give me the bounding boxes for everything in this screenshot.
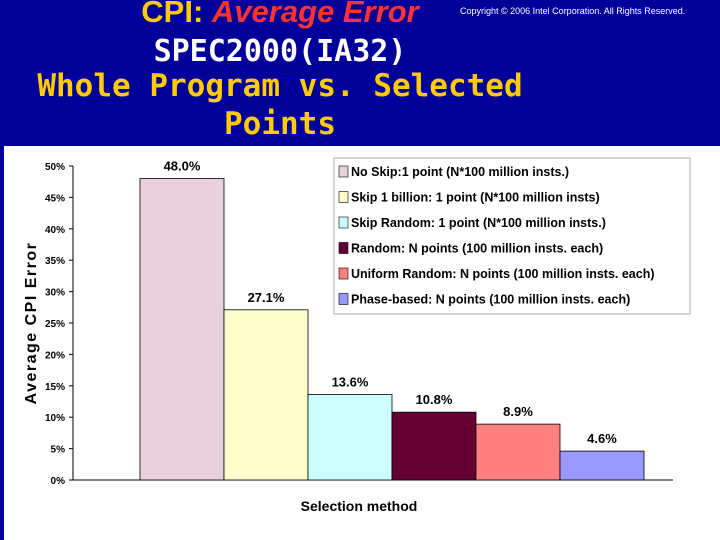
legend-swatch <box>338 216 349 229</box>
slide-title: CPI: Average Error <box>0 0 640 30</box>
bar <box>307 394 393 481</box>
legend-entry: Phase-based: N points (100 million insts… <box>351 293 630 307</box>
y-tick-label: 50% <box>45 162 65 173</box>
bar-chart: 0% 5% 10% 15% 20% 25% 30% 35% 40% 45% 50% 48.0% 27.… <box>23 157 691 514</box>
bar-value-label: 48.0% <box>164 159 201 174</box>
y-tick-label: 0% <box>51 476 66 487</box>
legend-entry: Skip Random: 1 point (N*100 million inst… <box>351 216 606 230</box>
bar <box>475 423 561 481</box>
chart-data-labels: 48.0% 27.1% 13.6% 10.8% 8.9% 4.6% <box>164 159 618 447</box>
bar-value-label: 13.6% <box>332 375 369 390</box>
copyright-notice: Copyright © 2006 Intel Corporation. All … <box>460 6 686 16</box>
bar-value-label: 27.1% <box>248 290 285 305</box>
legend-swatch <box>338 165 349 178</box>
y-tick-label: 40% <box>45 225 65 236</box>
legend-entry: Skip 1 billion: 1 point (N*100 million i… <box>351 191 600 205</box>
chart-bars <box>139 178 645 481</box>
y-tick-label: 10% <box>45 413 65 424</box>
left-accent-bar <box>0 146 4 540</box>
slide-subtitle-line3: Whole Program vs. Selected <box>37 68 523 104</box>
legend-box <box>333 157 691 315</box>
slide-subtitle: SPEC2000(IA32) <box>153 34 407 69</box>
title-prefix: CPI: <box>141 0 212 29</box>
legend-entry: Uniform Random: N points (100 million in… <box>351 267 655 281</box>
chart-axes: 0% 5% 10% 15% 20% 25% 30% 35% 40% 45% 50% <box>45 162 673 487</box>
legend-entry: No Skip:1 point (N*100 million insts.) <box>351 165 569 179</box>
y-tick-label: 30% <box>45 288 65 299</box>
y-tick-label: 15% <box>45 382 65 393</box>
title-emphasis: Average Error <box>211 0 419 29</box>
y-tick-label: 25% <box>45 319 65 330</box>
legend-swatch <box>338 267 349 280</box>
x-axis-label: Selection method <box>301 498 418 514</box>
y-tick-label: 45% <box>45 193 65 204</box>
bar-value-label: 4.6% <box>587 431 617 446</box>
bar <box>391 411 477 481</box>
bar-value-label: 10.8% <box>416 392 453 407</box>
legend-swatch <box>338 242 349 254</box>
bar <box>559 450 645 481</box>
y-tick-label: 20% <box>45 350 65 361</box>
y-axis-label: Average CPI Error <box>23 242 40 405</box>
y-tick-label: 5% <box>51 445 66 456</box>
legend-swatch <box>338 191 349 203</box>
bar <box>223 309 309 481</box>
y-tick-label: 35% <box>45 256 65 267</box>
slide-header: CPI: Average Error SPEC2000(IA32) Whole … <box>0 0 720 146</box>
slide-subtitle-line4: Points <box>224 106 336 142</box>
legend-entry: Random: N points (100 million insts. eac… <box>351 242 603 256</box>
bar <box>139 178 225 481</box>
chart-legend: No Skip:1 point (N*100 million insts.) Sk… <box>333 157 691 315</box>
bar-value-label: 8.9% <box>503 404 533 419</box>
legend-swatch <box>338 293 349 305</box>
